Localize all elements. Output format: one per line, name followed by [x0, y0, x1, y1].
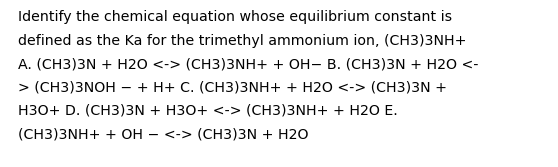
Text: > (CH3)3NOH − + H+ C. (CH3)3NH+ + H2O <-> (CH3)3N +: > (CH3)3NOH − + H+ C. (CH3)3NH+ + H2O <-… [18, 80, 447, 95]
Text: defined as the Ka for the trimethyl ammonium ion, (CH3)3NH+: defined as the Ka for the trimethyl ammo… [18, 34, 466, 47]
Text: H3O+ D. (CH3)3N + H3O+ <-> (CH3)3NH+ + H2O E.: H3O+ D. (CH3)3N + H3O+ <-> (CH3)3NH+ + H… [18, 104, 398, 118]
Text: A. (CH3)3N + H2O <-> (CH3)3NH+ + OH− B. (CH3)3N + H2O <-: A. (CH3)3N + H2O <-> (CH3)3NH+ + OH− B. … [18, 57, 479, 71]
Text: (CH3)3NH+ + OH − <-> (CH3)3N + H2O: (CH3)3NH+ + OH − <-> (CH3)3N + H2O [18, 127, 309, 141]
Text: Identify the chemical equation whose equilibrium constant is: Identify the chemical equation whose equ… [18, 10, 452, 24]
